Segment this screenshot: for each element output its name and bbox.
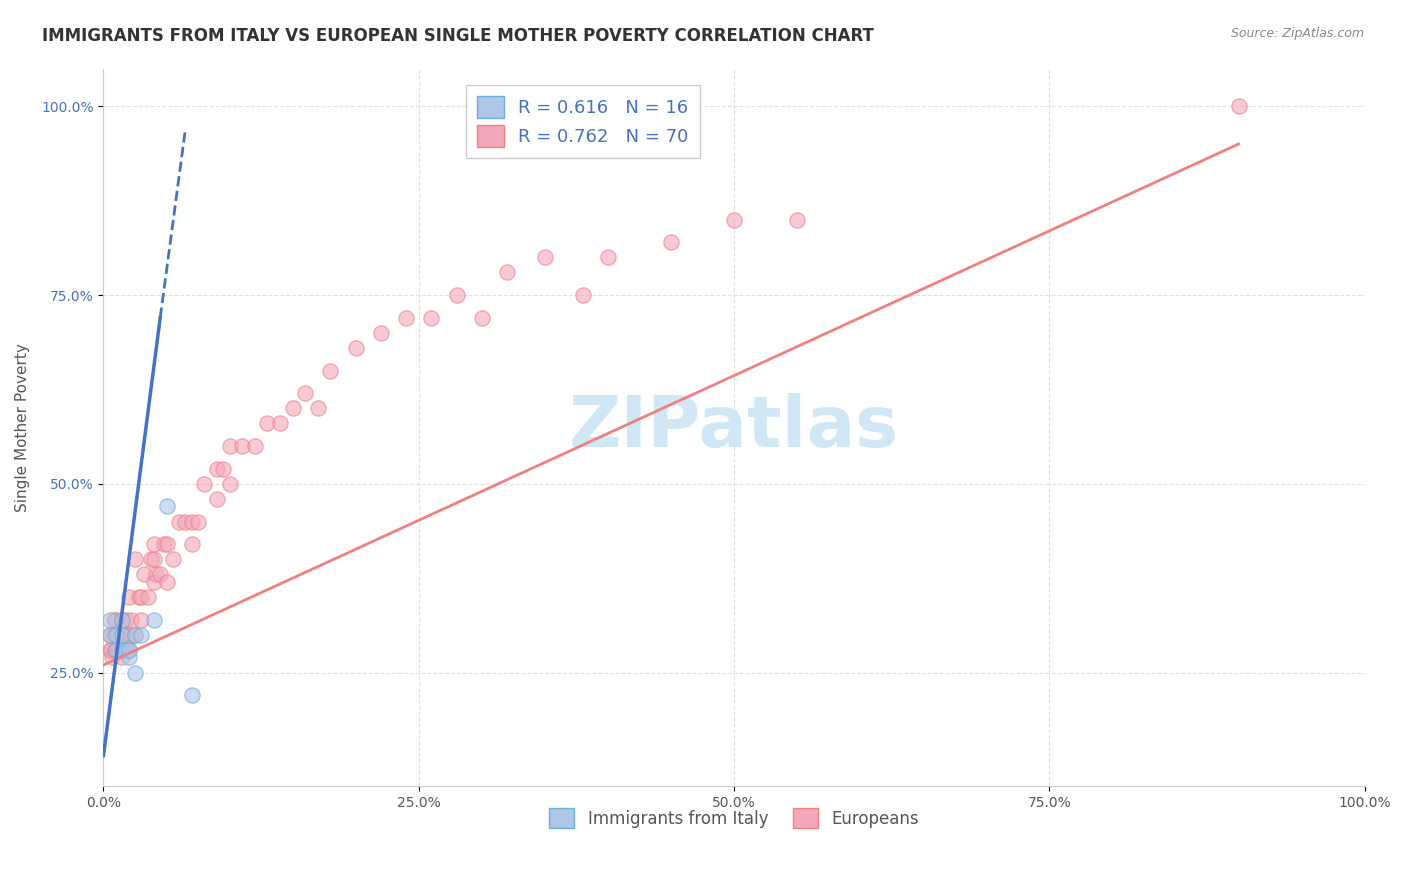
Point [187,515,209,529]
Point [111,643,134,657]
Point [105,628,128,642]
Point [98,628,121,642]
Point [120,613,142,627]
Point [124,665,146,680]
Point [115,628,138,642]
Point [155,574,177,589]
Point [98,628,121,642]
Point [118,643,141,657]
Point [256,417,278,431]
Point [420,310,443,325]
Point [118,650,141,665]
Point [128,590,150,604]
Point [118,643,141,657]
Point [269,417,291,431]
Point [103,628,125,642]
Legend: Immigrants from Italy, Europeans: Immigrants from Italy, Europeans [543,801,925,835]
Point [129,613,152,627]
Point [124,628,146,642]
Point [446,288,468,302]
Point [129,628,152,642]
Point [319,363,342,377]
Point [105,613,128,627]
Point [344,341,367,355]
Point [115,613,138,627]
Point [294,386,316,401]
Point [145,567,167,582]
Point [155,500,177,514]
Point [111,628,134,642]
Point [212,461,235,475]
Point [180,688,202,702]
Point [723,212,745,227]
Point [231,439,253,453]
Point [281,401,304,416]
Point [118,590,141,604]
Point [370,326,392,340]
Point [101,650,124,665]
Point [1227,99,1250,113]
Point [107,643,129,657]
Point [786,212,808,227]
Point [98,643,121,657]
Point [142,574,165,589]
Point [103,613,125,627]
Point [104,643,127,657]
Point [153,537,176,551]
Point [571,288,593,302]
Text: IMMIGRANTS FROM ITALY VS EUROPEAN SINGLE MOTHER POVERTY CORRELATION CHART: IMMIGRANTS FROM ITALY VS EUROPEAN SINGLE… [42,27,875,45]
Text: Source: ZipAtlas.com: Source: ZipAtlas.com [1230,27,1364,40]
Point [132,567,155,582]
Point [111,613,134,627]
Point [111,650,134,665]
Point [108,628,131,642]
Point [596,250,619,264]
Point [124,628,146,642]
Point [98,613,121,627]
Point [100,643,122,657]
Point [142,613,165,627]
Point [120,628,142,642]
Point [471,310,494,325]
Point [205,491,228,506]
Point [124,552,146,566]
Point [243,439,266,453]
Point [105,628,128,642]
Point [155,537,177,551]
Point [307,401,329,416]
Point [142,552,165,566]
Point [193,476,215,491]
Point [218,439,240,453]
Point [105,643,128,657]
Point [136,590,159,604]
Point [174,515,197,529]
Y-axis label: Single Mother Poverty: Single Mother Poverty [15,343,30,512]
Point [496,265,519,279]
Point [218,476,240,491]
Point [111,613,134,627]
Point [149,567,172,582]
Point [129,590,152,604]
Point [395,310,418,325]
Point [115,643,138,657]
Point [659,235,682,249]
Point [142,537,165,551]
Point [167,515,190,529]
Point [111,628,134,642]
Point [180,515,202,529]
Text: ZIPatlas: ZIPatlas [569,392,898,462]
Point [534,250,557,264]
Point [180,537,202,551]
Point [162,552,184,566]
Point [205,461,228,475]
Point [141,552,163,566]
